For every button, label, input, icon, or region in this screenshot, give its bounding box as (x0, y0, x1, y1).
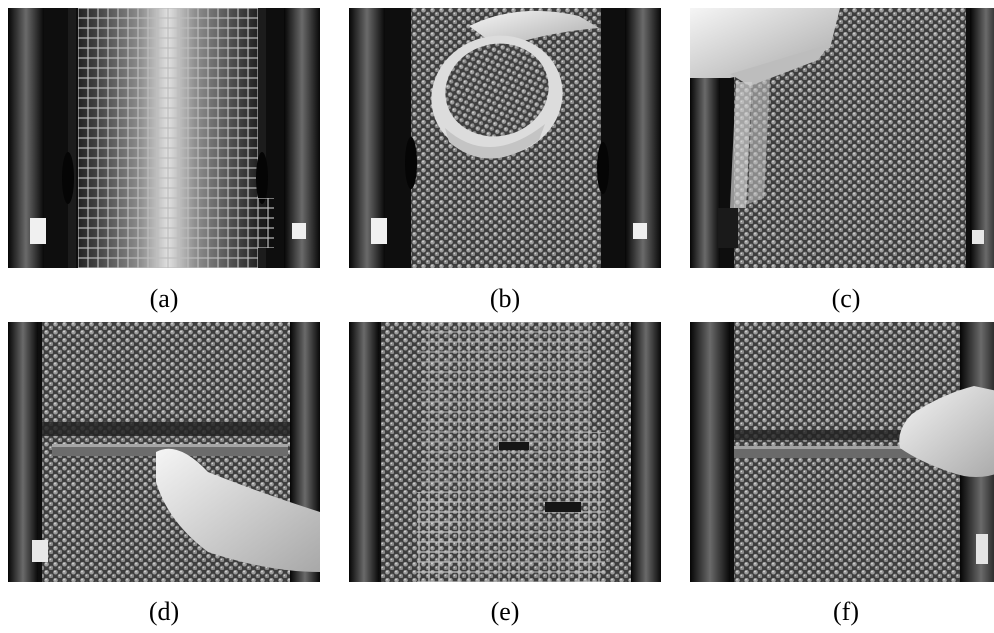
ruler-insertion-photo (8, 322, 320, 582)
photo-panel-a (8, 8, 320, 268)
panel-label-d: (d) (148, 597, 180, 626)
photo-panel-d (8, 322, 320, 582)
empty-cell-grid-photo (8, 8, 320, 268)
panel-label-c: (c) (831, 284, 861, 313)
panel-label-a: (a) (149, 284, 179, 313)
pouring-beads-cup-photo (349, 8, 661, 268)
ruler-from-right-photo (690, 322, 994, 582)
photo-panel-c (690, 8, 994, 268)
panel-label-e: (e) (490, 597, 520, 626)
photo-panel-b (349, 8, 661, 268)
panel-label-f: (f) (833, 597, 859, 626)
panel-label-b: (b) (489, 284, 521, 313)
photo-panel-f (690, 322, 994, 582)
bead-stream-photo (690, 8, 994, 268)
beads-with-grid-photo (349, 322, 661, 582)
photo-panel-e (349, 322, 661, 582)
